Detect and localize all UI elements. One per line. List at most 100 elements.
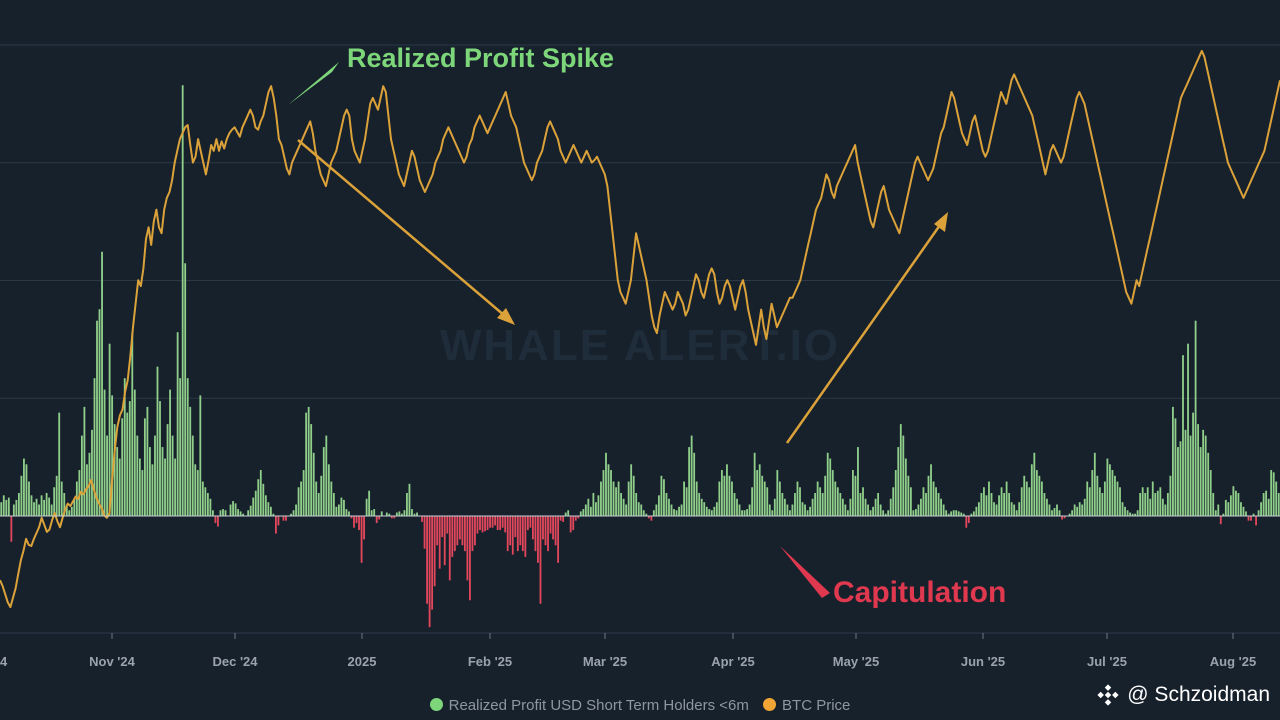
profit-bar: [156, 366, 159, 516]
profit-bar: [1187, 343, 1189, 516]
profit-bar: [1260, 502, 1263, 516]
profit-bar: [1043, 493, 1046, 516]
profit-bar: [1214, 510, 1217, 516]
profit-bar: [58, 412, 61, 516]
profit-bar: [83, 406, 86, 516]
profit-bar: [937, 493, 940, 516]
profit-bar: [1025, 481, 1028, 516]
profit-bar: [998, 495, 1000, 516]
profit-bar: [773, 498, 776, 516]
profit-bar: [637, 502, 640, 516]
profit-bar: [854, 475, 857, 516]
profit-bar: [184, 263, 187, 516]
profit-bar: [1149, 498, 1152, 516]
profit-bar: [673, 509, 675, 516]
profit-bar: [569, 516, 572, 533]
profit-bar: [111, 395, 114, 516]
profit-bar: [106, 435, 108, 516]
profit-bar: [358, 516, 360, 531]
profit-bar: [143, 418, 146, 516]
author-credit: @ Schzoidman: [1097, 683, 1270, 707]
profit-bar: [53, 487, 56, 516]
legend-dot-orange-icon: [763, 698, 777, 711]
profit-bar: [1040, 481, 1043, 516]
profit-bar: [554, 516, 557, 546]
profit-bar: [1134, 513, 1137, 516]
profit-bar: [212, 510, 214, 516]
profit-bar: [811, 498, 814, 516]
profit-bar: [1109, 464, 1111, 516]
profit-bar: [670, 504, 673, 516]
profit-bar: [176, 332, 179, 516]
profit-spike-label: Realized Profit Spike: [347, 43, 614, 73]
profit-bar: [93, 378, 96, 516]
capitulation-pointer: [780, 546, 830, 598]
profit-bar: [337, 504, 340, 516]
profit-bar: [1151, 481, 1154, 516]
profit-bar: [652, 510, 655, 516]
profit-bar: [544, 516, 547, 546]
profit-bar: [542, 516, 544, 540]
profit-bar: [826, 452, 829, 516]
profit-bar: [1093, 452, 1096, 516]
profit-bar: [703, 502, 706, 516]
profit-bar: [17, 493, 20, 516]
profit-bar: [242, 513, 245, 516]
profit-bar: [1257, 510, 1260, 516]
profit-bar: [368, 490, 371, 516]
profit-bar: [1000, 487, 1003, 516]
profit-bar: [809, 506, 811, 516]
profit-bar: [756, 470, 759, 516]
uptrend-arrow-head: [934, 212, 948, 232]
profit-bar: [1116, 481, 1119, 516]
profit-bar: [579, 511, 582, 516]
profit-bar: [431, 516, 434, 610]
x-tick-label: Apr '25: [711, 654, 755, 669]
profit-bar: [864, 498, 867, 516]
profit-bar: [877, 493, 880, 516]
profit-bar: [1081, 504, 1084, 516]
profit-bar: [214, 516, 217, 524]
profit-bar: [993, 502, 995, 516]
profit-bar: [1056, 504, 1058, 516]
profit-bar: [232, 501, 234, 516]
profit-bar: [839, 493, 842, 516]
profit-bar: [859, 493, 862, 516]
profit-bar: [663, 479, 665, 516]
profit-bar: [960, 512, 963, 516]
profit-bar: [1156, 490, 1159, 516]
profit-bar: [889, 498, 892, 516]
legend-item-btc-price[interactable]: BTC Price: [763, 697, 850, 714]
profit-bar: [1078, 502, 1081, 516]
profit-bar: [1139, 493, 1142, 516]
profit-bar: [292, 510, 295, 516]
profit-bar: [252, 497, 255, 516]
profit-bar: [350, 516, 353, 519]
profit-bar: [91, 429, 93, 516]
profit-bars: [0, 85, 1280, 628]
profit-bar: [1161, 498, 1164, 516]
profit-bar: [675, 510, 678, 516]
profit-bar: [668, 498, 670, 516]
profit-bar: [814, 493, 817, 516]
profit-bar: [630, 464, 633, 516]
profit-bar: [300, 481, 303, 516]
legend-label-btc-price: BTC Price: [782, 697, 851, 714]
profit-bar: [161, 447, 164, 516]
profit-bar: [262, 483, 265, 516]
profit-bar: [310, 424, 313, 516]
profit-bar: [1086, 481, 1089, 516]
profit-bar: [254, 490, 257, 516]
profit-bar: [1013, 504, 1016, 516]
legend-item-realized-profit[interactable]: Realized Profit USD Short Term Holders <…: [429, 697, 749, 714]
profit-bar: [1111, 470, 1114, 516]
profit-bar: [479, 516, 481, 531]
profit-bar: [491, 516, 494, 528]
x-tick-label: Aug '25: [1210, 654, 1256, 669]
x-tick-label: Dec '24: [212, 654, 258, 669]
profit-bar: [312, 452, 315, 516]
profit-bar: [1204, 435, 1207, 516]
profit-bar: [728, 475, 731, 516]
profit-bar: [476, 516, 479, 534]
profit-bar: [149, 447, 151, 516]
